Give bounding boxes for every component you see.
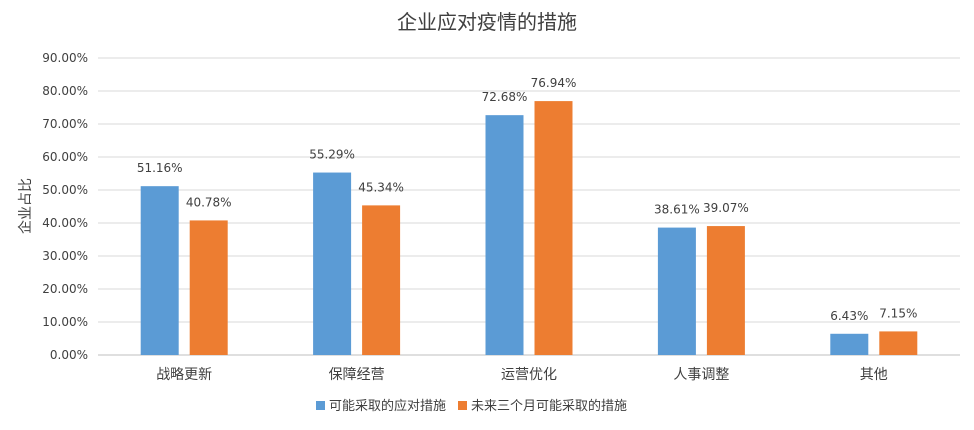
y-tick-label: 10.00%	[42, 315, 88, 329]
legend: 可能采取的应对措施 未来三个月可能采取的措施	[316, 398, 627, 414]
x-tick-label: 运营优化	[501, 367, 557, 383]
bar	[485, 115, 524, 355]
data-label: 7.15%	[879, 306, 917, 320]
y-tick-label: 20.00%	[42, 282, 88, 296]
legend-swatch	[316, 401, 325, 410]
bars	[140, 101, 918, 356]
legend-label: 未来三个月可能采取的措施	[471, 398, 627, 414]
x-tick-label: 战略更新	[156, 367, 212, 383]
bar	[534, 101, 573, 356]
y-tick-label: 50.00%	[42, 183, 88, 197]
y-tick-label: 90.00%	[42, 51, 88, 65]
bar	[313, 172, 352, 355]
legend-swatch	[458, 401, 467, 410]
y-tick-label: 70.00%	[42, 117, 88, 131]
y-tick-label: 40.00%	[42, 216, 88, 230]
bar	[140, 186, 179, 355]
data-label: 45.34%	[358, 180, 404, 194]
bar	[362, 205, 401, 355]
y-tick-label: 30.00%	[42, 249, 88, 263]
data-label: 51.16%	[137, 161, 183, 175]
bar	[879, 331, 918, 355]
y-tick-label: 80.00%	[42, 84, 88, 98]
y-tick-label: 60.00%	[42, 150, 88, 164]
x-tick-label: 人事调整	[673, 367, 729, 383]
data-label: 39.07%	[703, 201, 749, 215]
data-label: 76.94%	[531, 76, 577, 90]
y-tick-label: 0.00%	[50, 348, 88, 362]
data-label: 38.61%	[654, 203, 700, 217]
x-tick-label: 其他	[860, 367, 888, 383]
data-label: 6.43%	[830, 309, 868, 323]
chart-title: 企业应对疫情的措施	[397, 10, 577, 34]
data-label: 55.29%	[309, 148, 355, 162]
legend-label: 可能采取的应对措施	[329, 398, 446, 414]
y-axis-label: 企业占比	[17, 178, 34, 234]
bar	[830, 333, 869, 355]
bar	[189, 220, 228, 355]
x-tick-label: 保障经营	[329, 367, 385, 383]
gridlines	[98, 57, 960, 356]
data-label: 40.78%	[186, 195, 232, 209]
y-axis-ticks: 0.00% 10.00% 20.00% 30.00% 40.00% 50.00% 60.00…	[42, 51, 88, 362]
x-axis-ticks: 战略更新 保障经营 运营优化 人事调整 其他	[156, 367, 888, 383]
data-label: 72.68%	[482, 90, 528, 104]
data-labels: 51.16% 40.78% 55.29% 45.34% 72.68%76.94% 38.6…	[137, 76, 918, 323]
bar	[706, 226, 745, 355]
bar	[657, 227, 696, 355]
